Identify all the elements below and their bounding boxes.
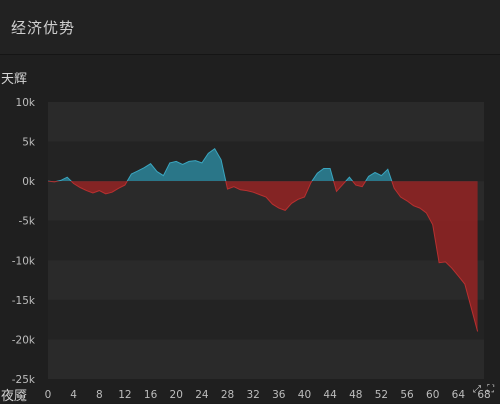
grid-band [48,220,484,261]
grid-band [48,260,484,300]
x-tick-label: 32 [246,389,259,401]
area-layer [48,147,479,332]
y-axis: 10k 5k 0k -5k -10k -15k -20k -25k [12,97,36,386]
y-tick-label: -15k [12,295,36,307]
x-tick-label: 0 [45,389,52,401]
x-tick-label: 64 [452,389,466,401]
x-tick-label: 4 [70,389,77,401]
x-tick-label: 28 [221,389,234,401]
x-tick-label: 20 [170,389,183,401]
team-label-dire: 夜魇 [1,389,28,404]
x-tick-label: 36 [272,389,286,401]
y-tick-label: -10k [12,255,36,267]
x-tick-label: 24 [195,389,209,401]
x-tick-label: 8 [96,389,103,401]
x-tick-label: 68 [477,389,490,401]
radiant-advantage-area [48,148,478,182]
x-tick-label: 56 [400,389,414,401]
grid-band [48,299,484,340]
y-tick-label: -5k [18,216,35,228]
grid-band [48,339,484,379]
x-tick-label: 48 [349,389,362,401]
team-label-radiant: 天辉 [1,72,28,87]
dire-advantage-line [48,181,479,332]
y-tick-label: 0k [22,176,36,188]
y-tick-label: -20k [12,334,36,346]
corner-icons: ⤢ ⛶ [473,384,494,395]
x-tick-label: 12 [118,389,131,401]
x-tick-label: 52 [375,389,388,401]
y-tick-label: 5k [22,137,36,149]
grid-band [48,102,484,142]
x-tick-label: 40 [298,389,311,401]
grid [48,102,484,379]
x-tick-label: 60 [426,389,439,401]
x-axis: 0 4 8 12 16 20 24 28 32 36 40 44 48 52 56 60 64 68 [45,389,491,401]
page-title: 经济优势 [11,19,76,37]
y-tick-label: 10k [16,97,36,109]
expand-icon[interactable]: ⤢ [473,384,481,395]
fullscreen-icon[interactable]: ⛶ [487,384,494,395]
x-tick-label: 16 [144,389,158,401]
grid-band [48,141,484,182]
dire-advantage-area [48,181,478,332]
header: 经济优势 [0,0,500,55]
x-tick-label: 44 [323,389,337,401]
y-tick-label: -25k [12,374,36,386]
